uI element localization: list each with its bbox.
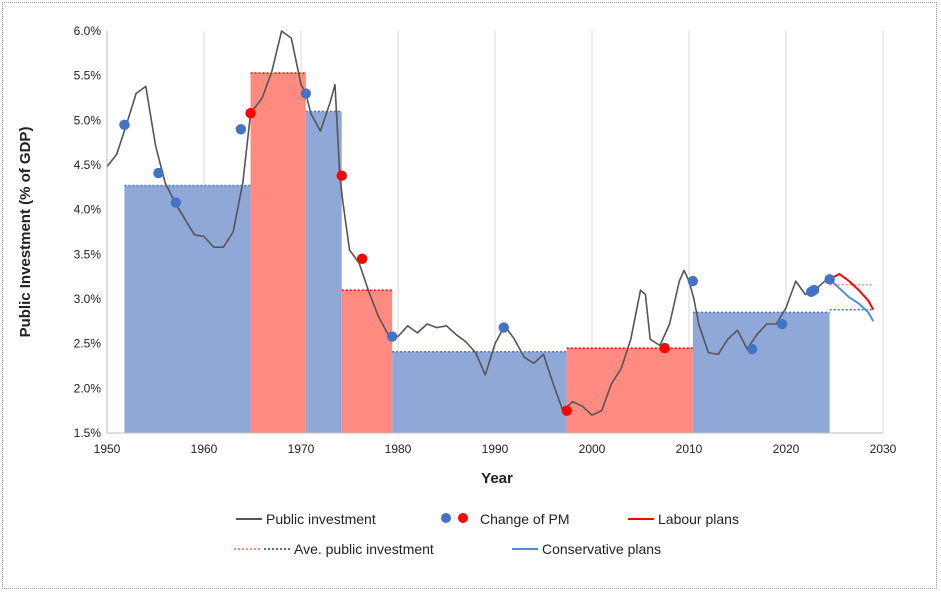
legend-swatch-pm-conservative-dot bbox=[441, 513, 451, 523]
x-tick-label: 1970 bbox=[288, 442, 315, 456]
y-tick-label: 3.0% bbox=[74, 292, 102, 306]
pm-change-dot-1 bbox=[153, 167, 164, 179]
average-bar-labour-3 bbox=[341, 290, 393, 433]
legend-label-conservative-plans: Conservative plans bbox=[542, 541, 661, 557]
axes-layer: 1.5% 2.0% 2.5% 3.0% 3.5% 4.0% 4.5% 5.0% 5.5% 6.0%… bbox=[74, 24, 897, 456]
y-tick-label: 2.5% bbox=[74, 337, 102, 351]
pm-change-dot-5 bbox=[300, 88, 312, 99]
pm-change-dot-7 bbox=[356, 253, 368, 264]
legend-label-public-investment: Public investment bbox=[266, 511, 376, 527]
y-tick-label: 5.5% bbox=[74, 69, 102, 83]
x-tick-label: 2020 bbox=[773, 442, 800, 456]
legend-item-change-of-pm: Change of PM bbox=[441, 511, 570, 527]
average-bar-conservative-0 bbox=[124, 185, 251, 433]
average-bar-conservative-4 bbox=[392, 351, 567, 433]
series-lines-layer bbox=[106, 30, 875, 416]
average-bars-layer bbox=[124, 72, 830, 434]
pm-change-dot-10 bbox=[561, 405, 572, 416]
average-bar-conservative-2 bbox=[305, 111, 342, 434]
legend-item-ave-public-investment: Ave. public investment bbox=[234, 541, 434, 557]
average-bar-labour-1 bbox=[250, 72, 306, 433]
y-tick-label: 4.5% bbox=[74, 158, 102, 172]
y-tick-label: 1.5% bbox=[74, 426, 102, 440]
pm-change-dot-13 bbox=[746, 343, 758, 355]
x-tick-label: 2000 bbox=[579, 442, 606, 456]
average-bar-labour-5 bbox=[566, 348, 693, 433]
y-tick-label: 3.5% bbox=[74, 247, 102, 261]
legend: Public investment Change of PM Labour pl… bbox=[234, 511, 739, 557]
series-line-conservative-plans bbox=[828, 278, 875, 322]
pm-change-dot-11 bbox=[659, 342, 670, 354]
average-bar-conservative-6 bbox=[692, 312, 830, 433]
pm-change-dot-0 bbox=[119, 119, 130, 130]
legend-label-ave-public-investment: Ave. public investment bbox=[294, 541, 434, 557]
pm-change-dots-layer bbox=[119, 88, 835, 416]
y-tick-label: 5.0% bbox=[74, 113, 102, 127]
y-tick-label: 6.0% bbox=[74, 24, 102, 38]
pm-change-dot-8 bbox=[386, 331, 398, 342]
legend-item-public-investment: Public investment bbox=[236, 511, 376, 527]
pm-change-dot-14 bbox=[776, 318, 788, 330]
pm-change-dot-2 bbox=[170, 197, 182, 208]
pm-change-dot-4 bbox=[245, 107, 256, 119]
pm-change-dot-9 bbox=[498, 322, 509, 333]
legend-label-labour-plans: Labour plans bbox=[658, 511, 739, 527]
x-tick-label: 2010 bbox=[676, 442, 703, 456]
pm-change-dot-12 bbox=[687, 275, 699, 287]
x-axis-title: Year bbox=[481, 470, 513, 487]
legend-swatch-pm-labour-dot bbox=[458, 513, 468, 523]
x-tick-label: 1950 bbox=[94, 442, 121, 456]
legend-item-conservative-plans: Conservative plans bbox=[512, 541, 661, 557]
series-line-labour-plans bbox=[829, 273, 875, 311]
y-tick-label: 2.0% bbox=[74, 381, 102, 395]
pm-change-dot-3 bbox=[235, 124, 247, 135]
pm-change-dot-16 bbox=[808, 284, 820, 296]
pm-change-dot-6 bbox=[336, 170, 347, 181]
legend-label-change-of-pm: Change of PM bbox=[480, 511, 570, 527]
legend-item-labour-plans: Labour plans bbox=[628, 511, 739, 527]
series-line-public-investment bbox=[106, 30, 830, 416]
x-tick-label: 2030 bbox=[870, 442, 897, 456]
x-tick-label: 1980 bbox=[385, 442, 412, 456]
y-axis-title: Public Investment (% of GDP) bbox=[17, 127, 34, 338]
x-tick-label: 1960 bbox=[191, 442, 218, 456]
y-tick-label: 4.0% bbox=[74, 203, 102, 217]
x-tick-label: 1990 bbox=[482, 442, 509, 456]
pm-change-dot-17 bbox=[824, 274, 835, 285]
